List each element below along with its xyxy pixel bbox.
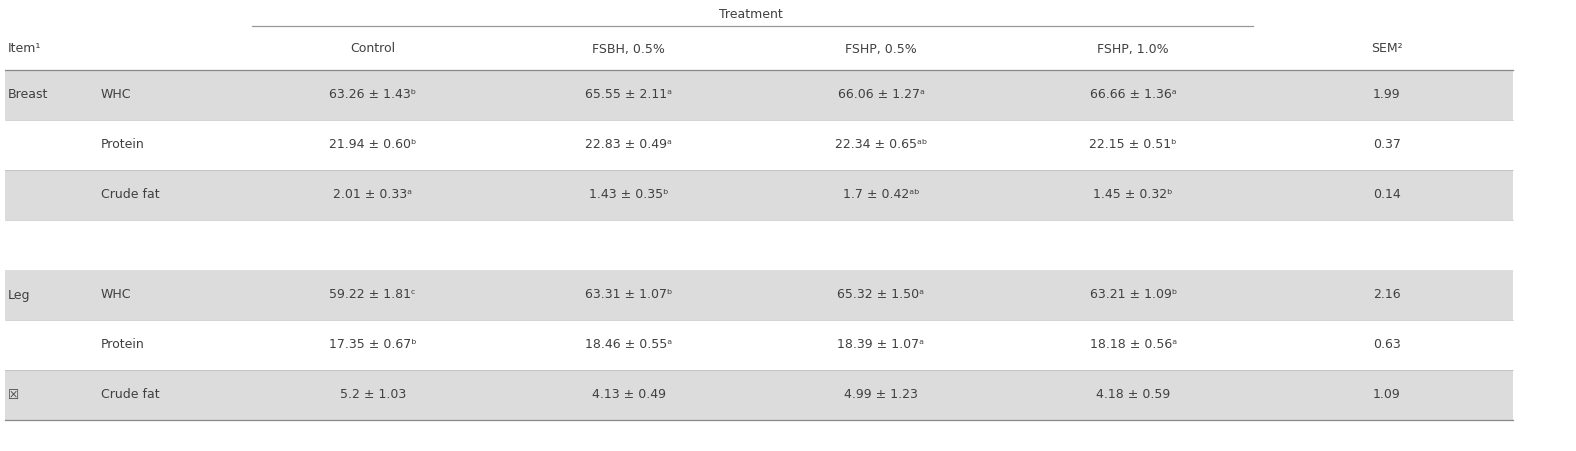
Text: 1.43 ± 0.35ᵇ: 1.43 ± 0.35ᵇ xyxy=(589,189,668,202)
Text: Item¹: Item¹ xyxy=(8,42,41,55)
Text: 4.99 ± 1.23: 4.99 ± 1.23 xyxy=(845,388,917,401)
Text: 0.63: 0.63 xyxy=(1373,339,1401,351)
Bar xyxy=(5,70,1513,120)
Text: 22.15 ± 0.51ᵇ: 22.15 ± 0.51ᵇ xyxy=(1089,138,1177,152)
Text: 66.06 ± 1.27ᵃ: 66.06 ± 1.27ᵃ xyxy=(837,88,925,101)
Text: 66.66 ± 1.36ᵃ: 66.66 ± 1.36ᵃ xyxy=(1091,88,1176,101)
Text: 18.18 ± 0.56ᵃ: 18.18 ± 0.56ᵃ xyxy=(1089,339,1177,351)
Bar xyxy=(5,270,1513,320)
Text: Leg: Leg xyxy=(8,289,30,302)
Text: 1.7 ± 0.42ᵃᵇ: 1.7 ± 0.42ᵃᵇ xyxy=(843,189,919,202)
Bar xyxy=(5,370,1513,420)
Text: Protein: Protein xyxy=(101,138,145,152)
Text: 1.45 ± 0.32ᵇ: 1.45 ± 0.32ᵇ xyxy=(1094,189,1173,202)
Text: Crude fat: Crude fat xyxy=(101,189,159,202)
Bar xyxy=(5,170,1513,220)
Text: 63.21 ± 1.09ᵇ: 63.21 ± 1.09ᵇ xyxy=(1089,289,1177,302)
Text: 5.2 ± 1.03: 5.2 ± 1.03 xyxy=(339,388,407,401)
Text: WHC: WHC xyxy=(101,88,131,101)
Text: FSHP, 0.5%: FSHP, 0.5% xyxy=(845,42,917,55)
Text: 18.46 ± 0.55ᵃ: 18.46 ± 0.55ᵃ xyxy=(585,339,673,351)
Text: 1.09: 1.09 xyxy=(1373,388,1401,401)
Text: 65.32 ± 1.50ᵃ: 65.32 ± 1.50ᵃ xyxy=(837,289,925,302)
Text: 18.39 ± 1.07ᵃ: 18.39 ± 1.07ᵃ xyxy=(837,339,925,351)
Text: FSBH, 0.5%: FSBH, 0.5% xyxy=(593,42,665,55)
Text: FSHP, 1.0%: FSHP, 1.0% xyxy=(1097,42,1169,55)
Text: SEM²: SEM² xyxy=(1371,42,1403,55)
Bar xyxy=(5,120,1513,170)
Text: Crude fat: Crude fat xyxy=(101,388,159,401)
Text: 0.37: 0.37 xyxy=(1373,138,1401,152)
Text: 17.35 ± 0.67ᵇ: 17.35 ± 0.67ᵇ xyxy=(329,339,416,351)
Text: 21.94 ± 0.60ᵇ: 21.94 ± 0.60ᵇ xyxy=(329,138,416,152)
Text: 1.99: 1.99 xyxy=(1373,88,1401,101)
Bar xyxy=(5,0,1513,28)
Text: Control: Control xyxy=(350,42,396,55)
Text: Treatment: Treatment xyxy=(719,8,783,20)
Bar xyxy=(5,320,1513,370)
Text: 2.01 ± 0.33ᵃ: 2.01 ± 0.33ᵃ xyxy=(333,189,413,202)
Text: 63.31 ± 1.07ᵇ: 63.31 ± 1.07ᵇ xyxy=(585,289,673,302)
Text: 0.14: 0.14 xyxy=(1373,189,1401,202)
Text: 22.34 ± 0.65ᵃᵇ: 22.34 ± 0.65ᵃᵇ xyxy=(835,138,927,152)
Text: 65.55 ± 2.11ᵃ: 65.55 ± 2.11ᵃ xyxy=(585,88,673,101)
Text: Protein: Protein xyxy=(101,339,145,351)
Text: WHC: WHC xyxy=(101,289,131,302)
Text: 4.18 ± 0.59: 4.18 ± 0.59 xyxy=(1095,388,1171,401)
Text: Breast: Breast xyxy=(8,88,49,101)
Bar xyxy=(5,28,1513,70)
Text: ☒: ☒ xyxy=(8,388,19,401)
Text: 22.83 ± 0.49ᵃ: 22.83 ± 0.49ᵃ xyxy=(585,138,673,152)
Text: 2.16: 2.16 xyxy=(1373,289,1401,302)
Text: 59.22 ± 1.81ᶜ: 59.22 ± 1.81ᶜ xyxy=(329,289,416,302)
Text: 63.26 ± 1.43ᵇ: 63.26 ± 1.43ᵇ xyxy=(329,88,416,101)
Text: 4.13 ± 0.49: 4.13 ± 0.49 xyxy=(593,388,665,401)
